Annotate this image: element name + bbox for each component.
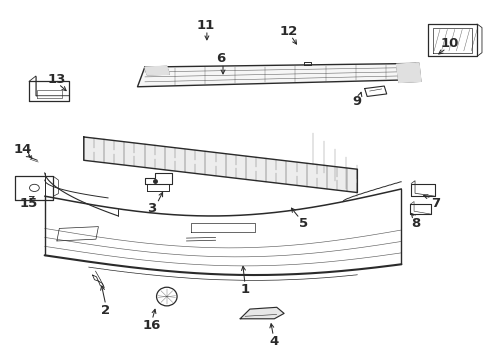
Text: 10: 10 [441, 37, 460, 50]
Text: 11: 11 [197, 19, 215, 32]
Text: 13: 13 [48, 73, 66, 86]
Text: 1: 1 [241, 283, 249, 296]
Text: 6: 6 [216, 51, 225, 64]
Text: 8: 8 [412, 216, 420, 230]
Polygon shape [138, 63, 418, 87]
Text: 12: 12 [280, 25, 298, 38]
Text: 3: 3 [147, 202, 157, 215]
Text: 14: 14 [14, 143, 32, 156]
Polygon shape [84, 137, 357, 193]
Text: 7: 7 [431, 197, 440, 210]
Text: 5: 5 [299, 216, 308, 230]
Polygon shape [240, 307, 284, 319]
Polygon shape [145, 66, 169, 75]
Text: 16: 16 [143, 319, 161, 332]
Text: 4: 4 [270, 335, 279, 348]
Text: 9: 9 [353, 95, 362, 108]
Text: 15: 15 [20, 197, 38, 210]
Text: 2: 2 [101, 305, 110, 318]
Polygon shape [396, 63, 421, 82]
